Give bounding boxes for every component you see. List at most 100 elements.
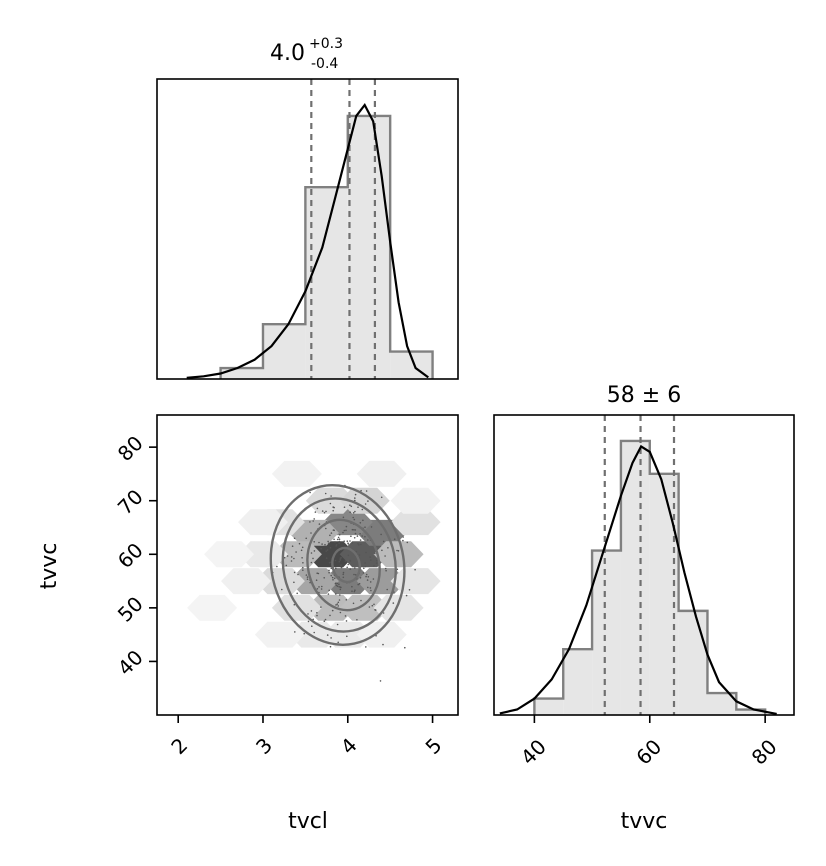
scatter-point (316, 612, 318, 614)
scatter-point (320, 588, 323, 590)
scatter-point (358, 582, 361, 585)
scatter-point (293, 537, 296, 540)
scatter-point (358, 554, 361, 556)
scatter-point (312, 557, 314, 560)
tvcl-hist-bar-1 (262, 324, 306, 379)
scatter-point (338, 583, 340, 586)
scatter-point (356, 535, 359, 537)
scatter-point (359, 539, 362, 541)
scatter-point (337, 536, 340, 539)
scatter-point (328, 571, 330, 574)
tvvc-x-axis-title: tvvc (621, 809, 668, 834)
joint-y-tick-label-0: 40 (113, 645, 148, 680)
hexbin-cell-4 (288, 519, 339, 546)
hexbin-cell-16 (390, 509, 441, 536)
scatter-point (298, 542, 301, 545)
scatter-point (307, 613, 309, 615)
joint-y-tick-label-2: 60 (113, 538, 148, 573)
scatter-point (384, 567, 387, 570)
hexbin-cell-9 (373, 541, 424, 568)
scatter-point (359, 533, 361, 535)
scatter-point (330, 574, 333, 577)
tvcl-histogram-bars (219, 114, 434, 379)
scatter-point (351, 590, 353, 592)
tvvc-marginal-frame (493, 414, 795, 716)
scatter-point (369, 556, 372, 558)
scatter-point (352, 512, 355, 514)
tvvc-marginal-title: 58 ± 6 (607, 383, 681, 408)
scatter-point (333, 538, 335, 541)
scatter-point (329, 547, 332, 549)
scatter-point (379, 680, 382, 682)
scatter-point (345, 599, 348, 601)
scatter-point (316, 588, 319, 590)
scatter-point (313, 518, 316, 520)
scatter-point (351, 542, 354, 544)
scatter-point (327, 542, 330, 545)
scatter-point (374, 609, 377, 611)
scatter-point (286, 555, 289, 557)
scatter-point (354, 589, 356, 591)
scatter-point (381, 549, 383, 552)
scatter-point (330, 495, 332, 497)
scatter-point (325, 510, 327, 513)
hexbin-cell-25 (356, 621, 407, 648)
scatter-point (310, 552, 313, 554)
scatter-point (373, 565, 375, 567)
scatter-point (393, 538, 396, 540)
scatter-point (372, 578, 375, 580)
scatter-point (369, 581, 372, 583)
scatter-point (365, 573, 368, 576)
scatter-point (354, 574, 357, 576)
scatter-point (317, 572, 320, 575)
scatter-point (402, 536, 405, 538)
scatter-point (362, 519, 364, 522)
contour-level-1 (306, 518, 381, 612)
scatter-point (357, 506, 359, 509)
tvvc-hist-bar-3 (620, 440, 650, 715)
scatter-point (332, 579, 334, 581)
scatter-point (364, 562, 366, 564)
joint-x-axis-title: tvcl (288, 809, 328, 834)
scatter-point (323, 620, 326, 622)
scatter-point (302, 569, 304, 571)
tvvc-hist-bar-2 (592, 550, 621, 715)
scatter-point (344, 560, 347, 562)
hexbin-cell-19 (373, 594, 424, 621)
scatter-point (314, 511, 317, 513)
scatter-point (283, 556, 286, 559)
scatter-point (351, 528, 354, 531)
scatter-point (296, 592, 299, 595)
scatter-point (353, 573, 355, 576)
contour-level-0 (331, 546, 362, 584)
scatter-point (347, 554, 350, 557)
scatter-point (320, 606, 322, 608)
scatter-point (294, 631, 296, 633)
scatter-point (326, 634, 329, 636)
tvcl-marginal-panel: 4.0 +0.3 -0.4 (156, 36, 459, 380)
scatter-point (346, 635, 348, 638)
hexbin-cell-17 (390, 568, 441, 595)
scatter-point (285, 564, 288, 567)
scatter-point (345, 525, 348, 528)
scatter-point (386, 588, 389, 591)
scatter-point (354, 510, 356, 513)
scatter-point (305, 574, 308, 576)
scatter-point (346, 566, 349, 569)
scatter-point (354, 532, 357, 535)
scatter-point (342, 516, 345, 519)
scatter-point (367, 539, 369, 541)
scatter-point (301, 546, 304, 549)
hexbin-cell-11 (339, 594, 390, 621)
scatter-point (347, 563, 350, 566)
joint-y-tick-label-3: 70 (113, 485, 148, 520)
scatter-point (337, 605, 340, 607)
tvvc-hist-bar-0 (534, 698, 564, 715)
hexbin-cell-26 (356, 460, 407, 487)
scatter-point (352, 516, 355, 519)
scatter-point (382, 643, 384, 646)
scatter-point (301, 557, 303, 559)
scatter-point (349, 504, 351, 507)
scatter-point (408, 589, 411, 591)
scatter-point (303, 632, 306, 635)
